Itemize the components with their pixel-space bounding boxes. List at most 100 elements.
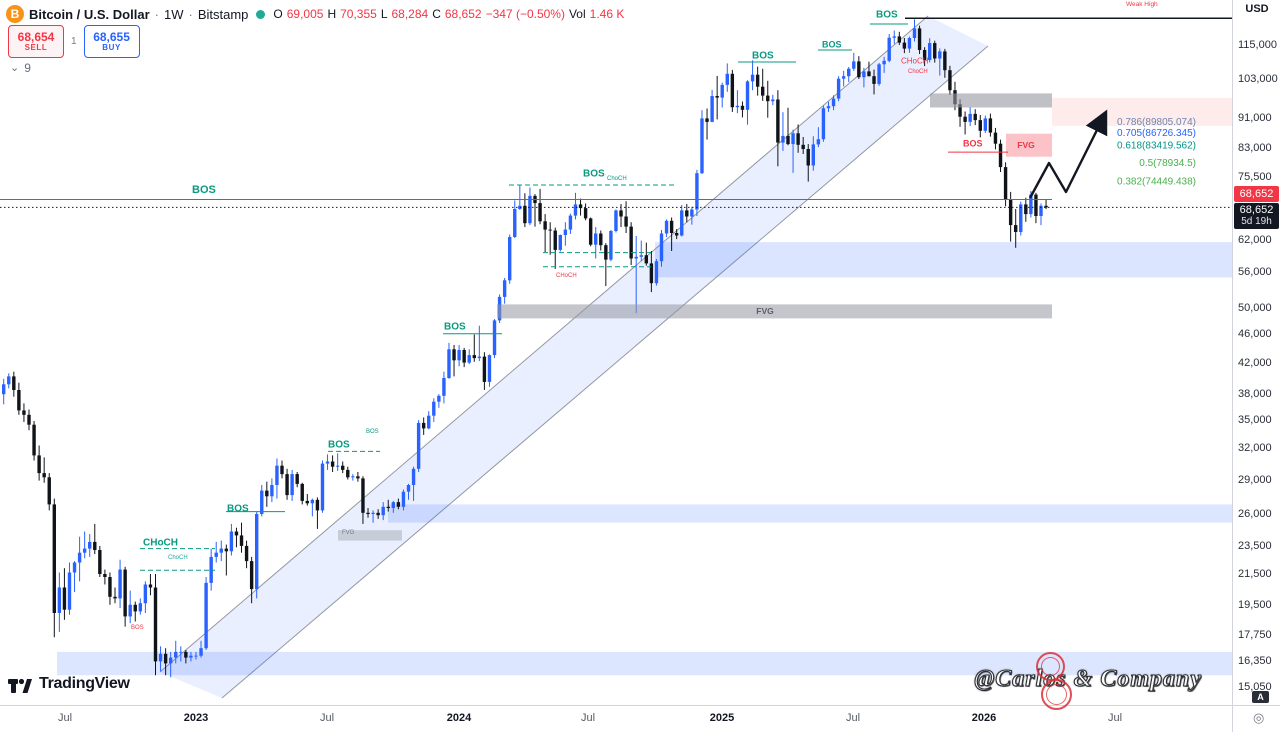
carlos-company-seal-icon	[1041, 679, 1072, 710]
svg-text:Weak High: Weak High	[1126, 1, 1158, 8]
tradingview-mark-icon	[8, 678, 32, 693]
buy-button[interactable]: 68,655 BUY	[83, 25, 140, 58]
bar-countdown: 5d 19h	[1241, 216, 1272, 228]
price-tick: 35,000	[1238, 414, 1272, 427]
svg-text:BOS: BOS	[822, 39, 842, 49]
svg-text:CHoCH: CHoCH	[143, 537, 178, 548]
volume-value: 1.46 K	[589, 7, 625, 21]
trend-channel[interactable]	[159, 15, 989, 699]
separator-dot: ·	[188, 6, 193, 22]
object-tree-collapse[interactable]: ⌄ 9	[10, 61, 31, 75]
projection-arrow[interactable]	[1028, 109, 1108, 199]
svg-text:0.5(78934.5): 0.5(78934.5)	[1139, 158, 1196, 169]
time-tick: 2025	[709, 712, 735, 724]
time-tick: Jul	[57, 712, 73, 724]
svg-text:CHoCH: CHoCH	[556, 273, 577, 279]
price-tick: 29,000	[1238, 473, 1272, 486]
svg-text:BOS: BOS	[227, 503, 249, 514]
price-tick: 16,350	[1238, 654, 1272, 667]
svg-text:BOS: BOS	[963, 138, 983, 148]
price-tick: 15,050	[1238, 680, 1272, 693]
tradingview-logo[interactable]: TradingView	[8, 675, 130, 693]
svg-text:BOS: BOS	[192, 184, 216, 196]
auto-scale-toggle[interactable]: A	[1252, 691, 1269, 703]
sell-button[interactable]: 68,654 SELL	[8, 25, 64, 58]
price-tick: 103,000	[1238, 73, 1278, 86]
sell-price: 68,654	[17, 30, 55, 44]
candlestick-chart[interactable]: FVGFVGBOSCHoCHChoCHBOSBOSBOSBOSFVGBOSBOS…	[0, 0, 1232, 705]
price-axis[interactable]: USD 115,000 103,000 91,000 83,000 75,500 62,0…	[1232, 0, 1280, 705]
time-tick: Jul	[845, 712, 861, 724]
svg-text:FVG: FVG	[1017, 140, 1035, 150]
high-label: H	[327, 7, 337, 21]
svg-text:ChoCH: ChoCH	[607, 176, 627, 182]
bitcoin-icon: B	[6, 5, 24, 23]
svg-text:BOS: BOS	[752, 50, 774, 61]
sell-label: SELL	[24, 42, 48, 52]
last-price-label: 68,652	[1234, 186, 1279, 203]
tradingview-brand-text: TradingView	[39, 675, 130, 692]
structure-lines[interactable]	[0, 17, 1232, 571]
open-label: O	[273, 7, 283, 21]
price-tick: 23,500	[1238, 539, 1272, 552]
low-value: 68,284	[391, 7, 429, 21]
time-tick: 2024	[446, 712, 472, 724]
spread-value: 1	[71, 36, 77, 47]
price-tick: 56,000	[1238, 265, 1272, 278]
supply-fvg-zones[interactable]: FVG FVG	[497, 93, 1232, 319]
high-value: 70,355	[340, 7, 377, 21]
svg-text:FVG: FVG	[342, 530, 355, 536]
price-tick: 32,000	[1238, 442, 1272, 455]
svg-text:0.786(89805.074): 0.786(89805.074)	[1117, 117, 1196, 128]
currency-label[interactable]: USD	[1245, 3, 1269, 15]
carlos-company-seal-icon	[1036, 652, 1065, 681]
countdown-price: 68,652	[1239, 204, 1274, 217]
chevron-down-icon: ⌄	[10, 62, 20, 74]
buy-label: BUY	[102, 42, 121, 52]
time-tick: Jul	[319, 712, 335, 724]
price-tick: 21,500	[1238, 568, 1272, 580]
trade-panel: 68,654 SELL 1 68,655 BUY	[8, 25, 140, 58]
svg-text:ChoCH: ChoCH	[908, 69, 928, 75]
close-value: 68,652	[444, 7, 482, 21]
time-tick: Jul	[1107, 712, 1123, 724]
price-tick: 42,000	[1238, 356, 1272, 369]
change-value: −347 (−0.50%)	[485, 7, 565, 21]
price-tick: 62,000	[1238, 233, 1272, 246]
price-tick: 26,000	[1238, 508, 1272, 520]
market-status-icon[interactable]	[256, 9, 266, 19]
axis-corner: ◎	[1232, 705, 1280, 732]
svg-text:BOS: BOS	[583, 168, 605, 179]
svg-text:0.382(74449.438): 0.382(74449.438)	[1117, 176, 1196, 187]
price-tick: 83,000	[1238, 141, 1272, 154]
separator-dot: ·	[154, 6, 159, 22]
low-label: L	[380, 7, 388, 21]
svg-text:CHoCH: CHoCH	[901, 57, 929, 66]
demand-zones[interactable]	[57, 242, 1232, 676]
time-tick: 2026	[971, 712, 997, 724]
price-tick: 19,500	[1238, 598, 1272, 611]
svg-text:0.705(86726.345): 0.705(86726.345)	[1117, 128, 1196, 139]
svg-text:ChoCH: ChoCH	[168, 555, 188, 561]
exchange-label[interactable]: Bitstamp	[197, 6, 249, 22]
time-axis[interactable]: Jul 2023 Jul 2024 Jul 2025 Jul 2026 Jul	[0, 705, 1232, 732]
time-tick: 2023	[183, 712, 209, 724]
price-tick: 17,750	[1238, 628, 1272, 641]
reset-scale-icon[interactable]: ◎	[1253, 710, 1265, 725]
svg-text:BOS: BOS	[366, 429, 379, 435]
interval-label[interactable]: 1W	[163, 6, 184, 22]
buy-price: 68,655	[93, 30, 130, 44]
svg-text:BOS: BOS	[444, 321, 466, 332]
volume-label: Vol	[568, 7, 586, 21]
watermark: @Carlos & Company	[974, 665, 1202, 692]
price-tick: 38,000	[1238, 388, 1272, 401]
svg-text:BOS: BOS	[131, 625, 144, 631]
chart-pane[interactable]: FVG FVG BOS CHoCH ChoCH BOS BOS BOS BOS FVG BOS BOS…	[0, 0, 1232, 710]
svg-text:BOS: BOS	[876, 9, 898, 20]
countdown-label: 68,652 5d 19h	[1234, 203, 1279, 230]
symbol-title[interactable]: Bitcoin / U.S. Dollar	[29, 6, 150, 22]
fib-retracement-labels[interactable]: 0.786(89805.074)0.705(86726.345) 0.618(83…	[1117, 117, 1196, 187]
close-label: C	[432, 7, 441, 21]
